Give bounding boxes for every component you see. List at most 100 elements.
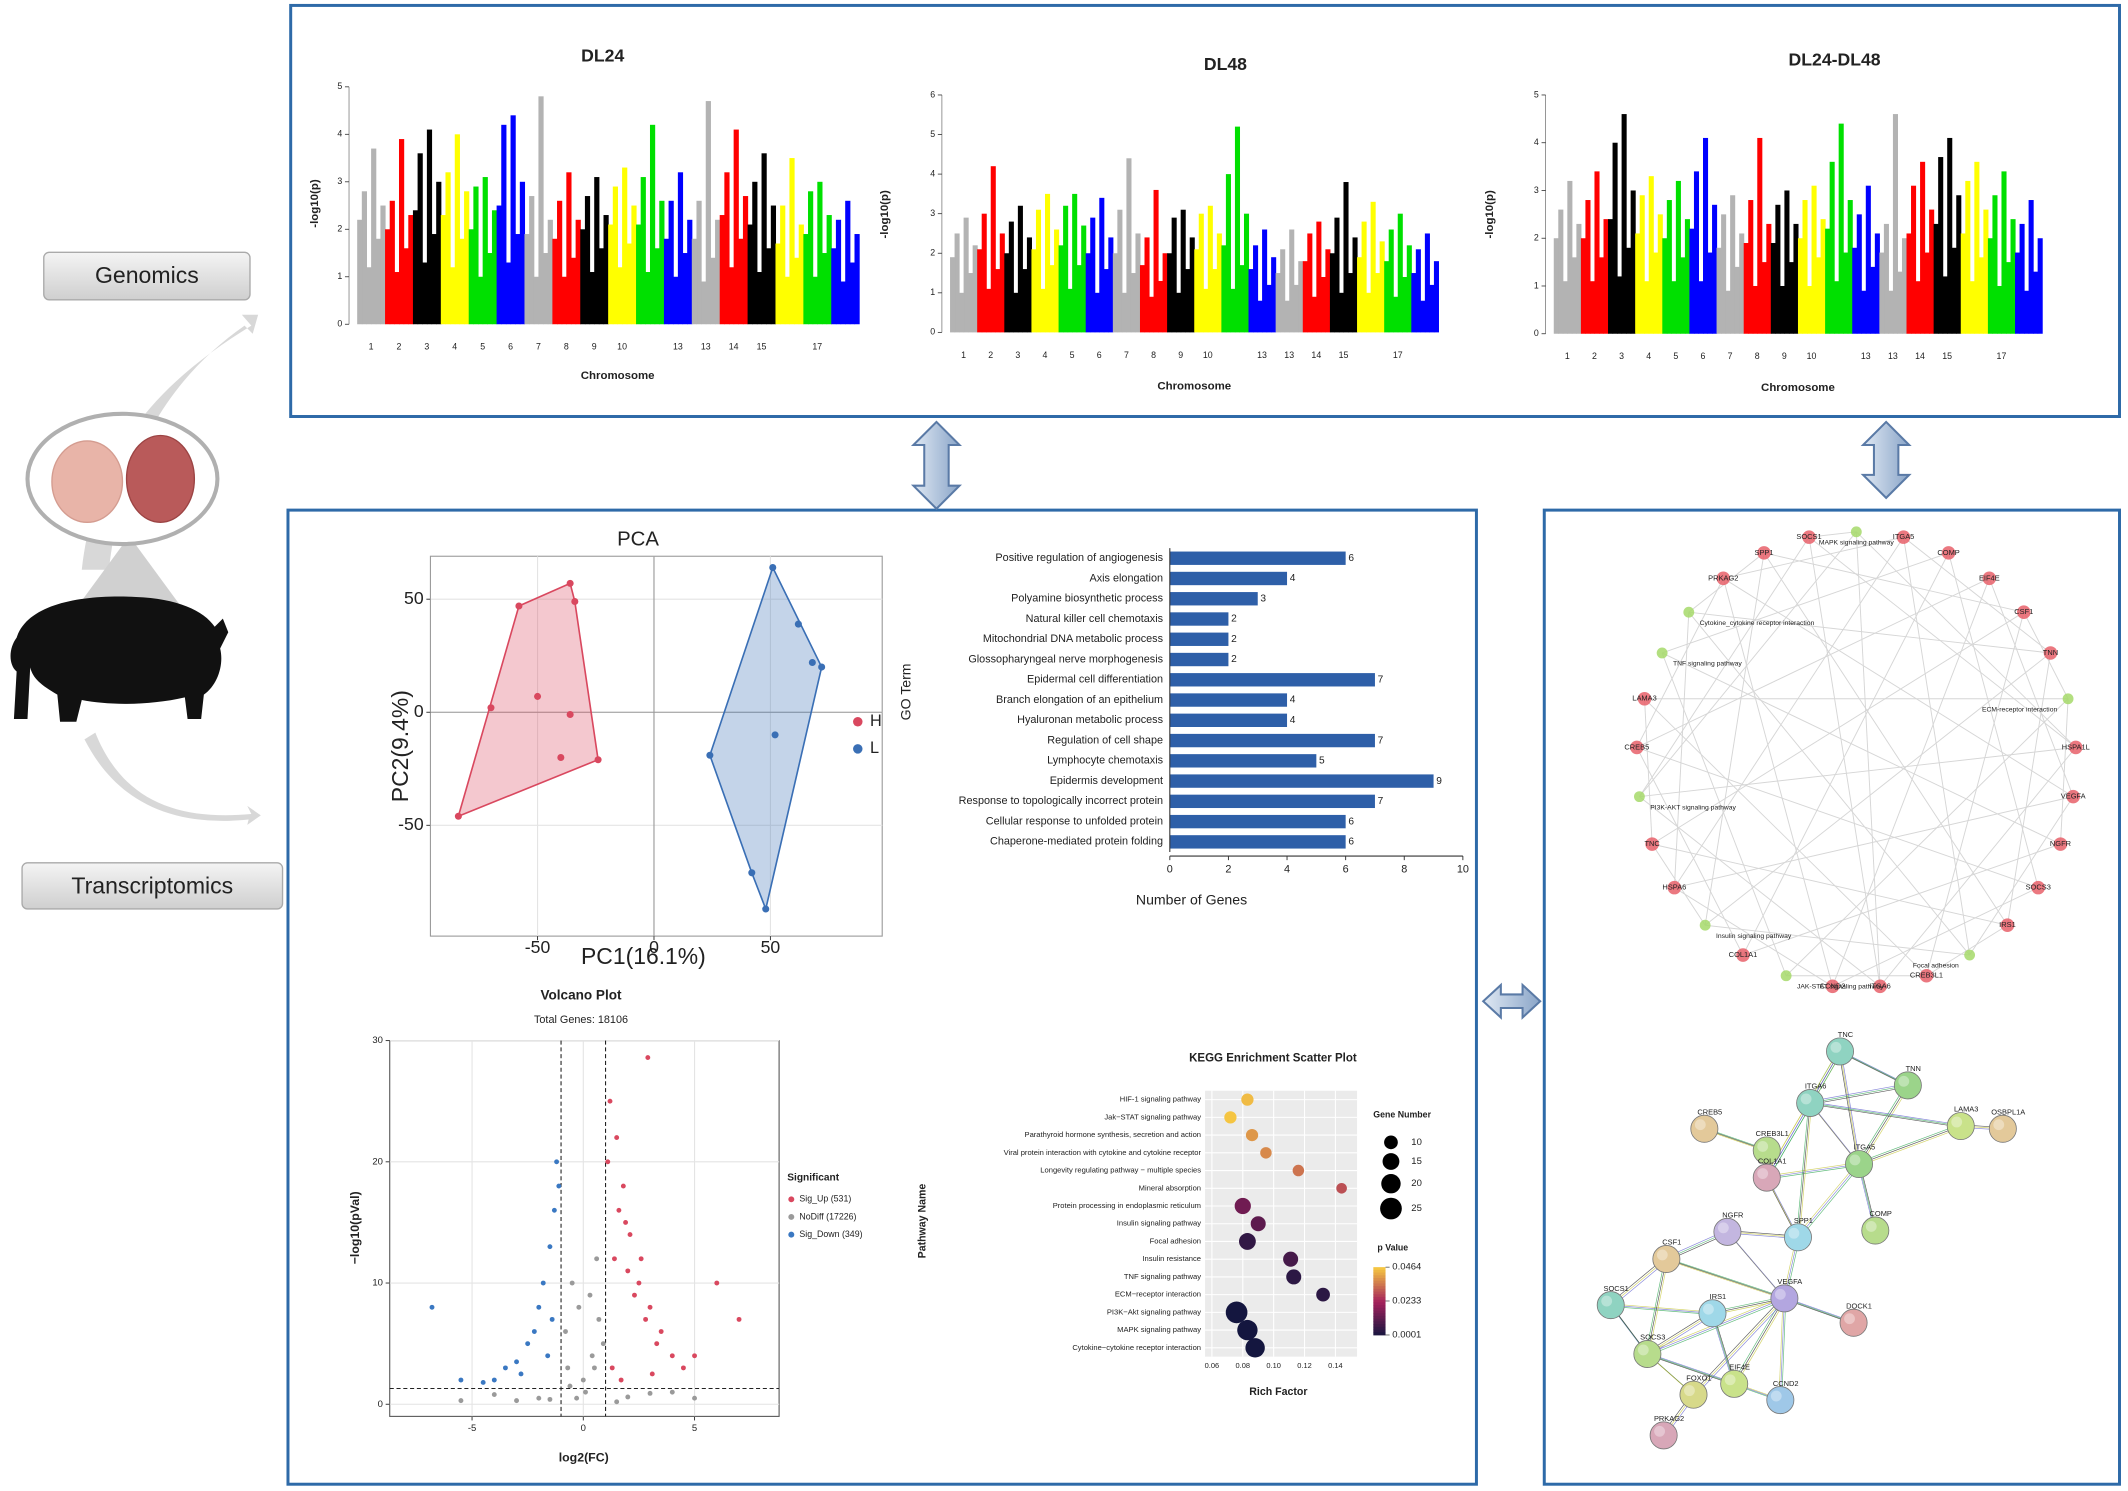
manhattan-bar — [636, 224, 642, 325]
string-label: LAMA3 — [1954, 1105, 1978, 1114]
colorbar-step — [1373, 1332, 1386, 1336]
y-tick-label: 1 — [337, 271, 342, 281]
value-label: 7 — [1378, 796, 1384, 807]
x-tick-label: 8 — [1755, 351, 1760, 361]
y-tick-label: 5 — [930, 129, 935, 139]
x-tick-label: 0.08 — [1236, 1361, 1251, 1370]
manhattan-bar — [1049, 265, 1055, 333]
manhattan-bar — [626, 243, 632, 325]
colorbar-step — [1373, 1296, 1386, 1301]
manhattan-bar — [547, 219, 553, 325]
network-node — [2066, 789, 2080, 804]
transcriptomics-panel — [286, 508, 1478, 1486]
point — [594, 756, 602, 764]
point — [625, 1394, 631, 1400]
string-node — [1861, 1216, 1890, 1245]
x-tick-label: 17 — [812, 342, 822, 352]
network-edge — [1785, 698, 2069, 977]
y-tick-label: Branch elongation of an epithelium — [996, 694, 1163, 706]
manhattan-bar — [812, 276, 818, 325]
manhattan-bar — [1847, 200, 1853, 334]
x-tick-label: 7 — [536, 342, 541, 352]
manhattan-bar — [1366, 292, 1372, 333]
point — [566, 579, 574, 587]
legend-bubble — [1380, 1197, 1402, 1220]
colorbar-step — [1373, 1313, 1386, 1317]
bar — [1169, 652, 1229, 667]
network-edge — [1688, 611, 2051, 654]
manhattan-bar — [2005, 262, 2012, 334]
manhattan-bar — [747, 224, 753, 325]
manhattan-bar — [1343, 182, 1349, 333]
manhattan-bar — [2001, 171, 2007, 334]
manhattan-bar — [357, 219, 363, 325]
manhattan-bar — [826, 215, 832, 325]
colorbar-step — [1373, 1272, 1386, 1276]
network-node — [2062, 693, 2074, 705]
chart-title: Volcano Plot — [540, 987, 622, 1002]
manhattan-bar — [1329, 253, 1335, 333]
network-edge — [1661, 652, 2061, 845]
manhattan-bar — [1779, 285, 1785, 334]
manhattan-bar — [1257, 300, 1263, 333]
network-node — [1736, 948, 1750, 962]
manhattan-bar — [450, 267, 456, 325]
manhattan-bar — [1802, 200, 1808, 334]
string-node — [1752, 1163, 1781, 1192]
y-tick-label: Lymphocyte chemotaxis — [1047, 755, 1163, 767]
node-label: Focal adhesion — [1913, 963, 1959, 970]
manhattan-bar — [1956, 195, 1962, 334]
manhattan-bar — [1874, 233, 1880, 334]
node-label: CCND2 — [1820, 981, 1846, 990]
manhattan-bar — [1576, 223, 1582, 334]
manhattan-bar — [1825, 228, 1831, 334]
point — [625, 1268, 631, 1274]
point — [549, 1316, 555, 1322]
string-label: EIF4E — [1729, 1363, 1750, 1372]
y-tick-label: 0 — [337, 319, 342, 329]
point — [762, 905, 770, 913]
string-edge — [1612, 1306, 1714, 1315]
x-tick-label: 5 — [480, 342, 485, 352]
y-tick-label: Viral protein interaction with cytokine … — [1004, 1148, 1202, 1157]
manhattan-bar — [2037, 238, 2043, 334]
string-label: TNC — [1838, 1030, 1854, 1039]
x-tick-label: 2 — [1225, 863, 1231, 875]
string-edge — [1810, 1102, 1961, 1127]
manhattan-bar — [1987, 238, 1993, 334]
network-edge — [1651, 611, 2025, 845]
y-axis-label: -log10(p) — [309, 179, 321, 228]
manhattan-bar — [849, 262, 856, 325]
manhattan-bar — [473, 186, 479, 325]
manhattan-bar — [1090, 217, 1096, 333]
y-tick-label: 0 — [414, 701, 424, 721]
colorbar-step — [1373, 1288, 1386, 1292]
bubble — [1245, 1128, 1259, 1142]
y-axis-label: −log10(pVal) — [348, 1191, 362, 1264]
string-label: IRS1 — [1710, 1292, 1727, 1301]
network-edge — [1639, 746, 2076, 798]
string-label: OSBPL1A — [1991, 1107, 2025, 1116]
y-tick-label: 3 — [337, 176, 342, 186]
network-node — [2000, 918, 2015, 933]
network-node — [1630, 740, 1644, 755]
network-node — [1919, 968, 1934, 983]
manhattan-bar — [1379, 241, 1385, 333]
x-axis-label: Rich Factor — [1249, 1386, 1307, 1398]
pig-silhouette — [10, 596, 229, 722]
y-tick-label: 50 — [404, 588, 424, 608]
value-label: 2 — [1231, 654, 1237, 665]
manhattan-bar — [1920, 161, 1926, 334]
string-edge — [1781, 1299, 1787, 1402]
y-tick-label: 30 — [372, 1035, 383, 1046]
manhattan-bar — [431, 234, 437, 325]
string-edge — [1645, 1257, 1666, 1353]
manhattan-bar — [687, 219, 693, 325]
node-label: TNF signaling pathway — [1673, 661, 1742, 668]
manhattan-bar — [1375, 273, 1381, 333]
manhattan-bar — [784, 276, 790, 325]
manhattan-bar — [617, 267, 623, 325]
x-axis-label: Number of Genes — [1136, 892, 1247, 908]
point — [540, 1280, 546, 1286]
point — [429, 1304, 435, 1310]
